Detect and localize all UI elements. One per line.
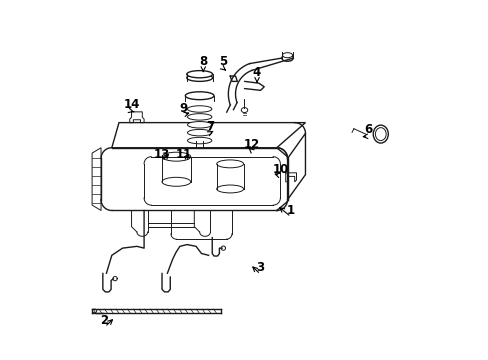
Ellipse shape (186, 71, 212, 78)
Text: 14: 14 (123, 98, 140, 111)
Ellipse shape (375, 128, 386, 140)
Text: 10: 10 (272, 163, 288, 176)
Ellipse shape (186, 74, 212, 81)
Ellipse shape (92, 309, 97, 313)
Ellipse shape (185, 92, 214, 100)
Text: 3: 3 (256, 261, 264, 274)
Text: 9: 9 (179, 102, 187, 115)
Ellipse shape (187, 106, 211, 112)
Ellipse shape (282, 53, 292, 58)
Text: 8: 8 (199, 55, 207, 68)
Text: 7: 7 (206, 120, 214, 133)
Text: 11: 11 (175, 148, 191, 161)
Ellipse shape (241, 108, 247, 113)
Ellipse shape (187, 114, 211, 120)
Text: 6: 6 (364, 123, 371, 136)
Text: 13: 13 (154, 148, 170, 161)
Text: 12: 12 (243, 138, 259, 150)
Text: 2: 2 (101, 314, 108, 327)
Text: 1: 1 (286, 204, 295, 217)
Ellipse shape (187, 137, 211, 144)
Ellipse shape (281, 55, 293, 61)
Ellipse shape (372, 125, 387, 143)
Ellipse shape (187, 122, 211, 128)
Text: 4: 4 (252, 66, 261, 79)
Text: 5: 5 (219, 55, 226, 68)
Ellipse shape (187, 130, 211, 136)
